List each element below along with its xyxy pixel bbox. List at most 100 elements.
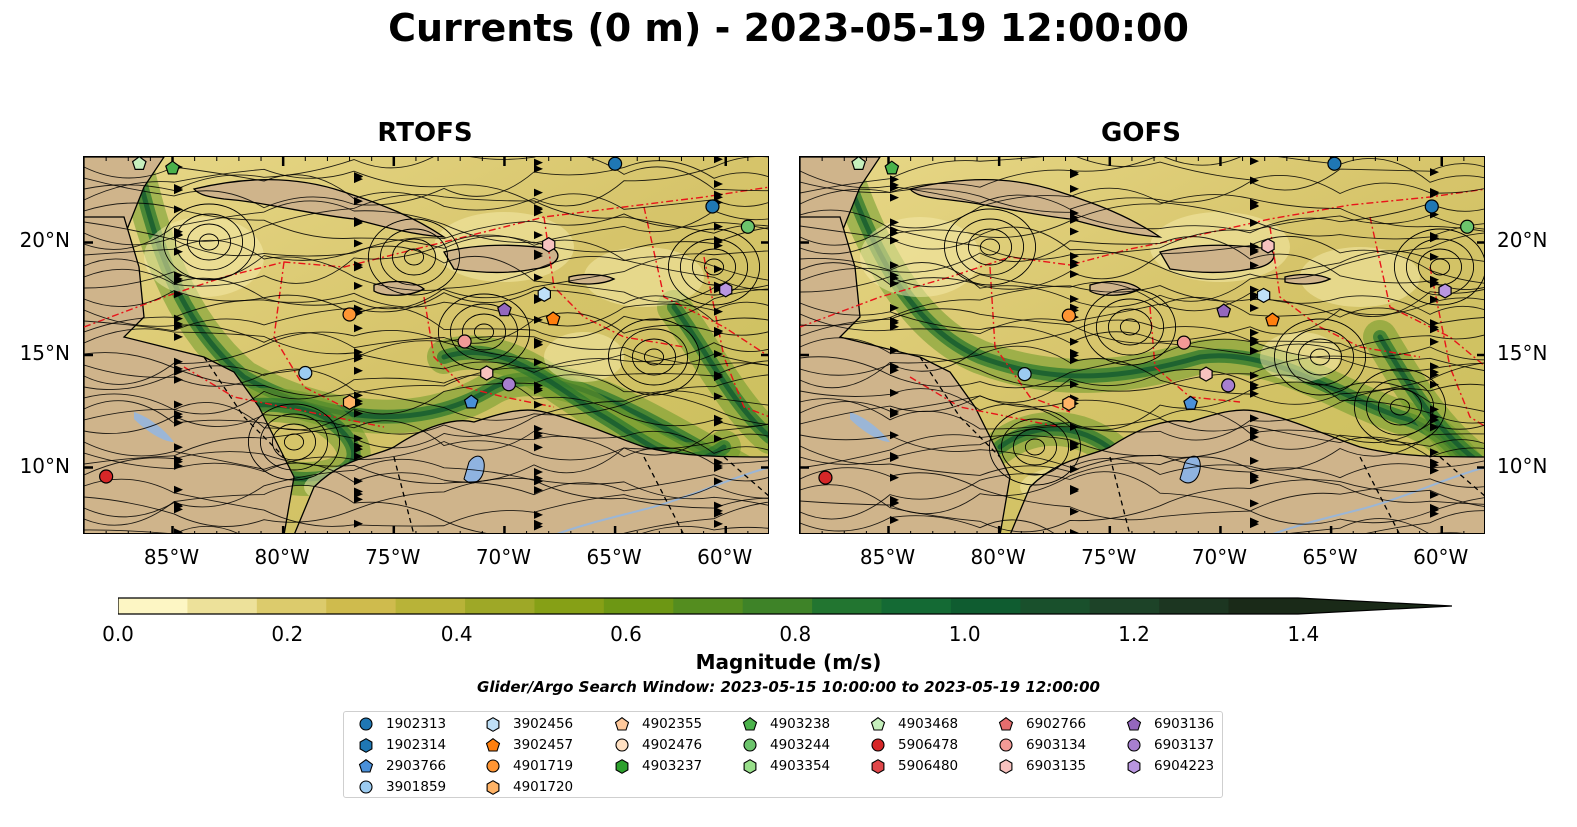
float-marker-4901720[interactable] (1062, 395, 1076, 412)
legend-item: 4903468 (868, 714, 958, 734)
lon-tick-label: 70°W (1191, 545, 1248, 569)
legend-label: 3901859 (386, 779, 447, 795)
legend-marker-icon (1127, 738, 1141, 752)
legend-item: 1902314 (356, 735, 446, 755)
float-marker-3901859[interactable] (298, 365, 313, 381)
float-marker-6904223[interactable] (1438, 283, 1452, 299)
legend-marker-icon (870, 717, 886, 731)
legend-item: 6903134 (996, 735, 1086, 755)
float-marker-2903766[interactable] (463, 394, 479, 409)
lat-tick-label: 20°N (19, 228, 70, 252)
float-marker-1902313[interactable] (1327, 157, 1342, 171)
float-marker-6903136[interactable] (497, 302, 512, 317)
legend-marker-icon (359, 717, 373, 731)
float-marker-4901720[interactable] (342, 394, 357, 410)
legend-marker-icon (359, 780, 373, 794)
float-marker-6903137[interactable] (501, 377, 516, 392)
legend-marker-icon (1126, 717, 1142, 731)
colorbar-tick-label: 1.4 (1287, 622, 1320, 646)
float-marker-6903135[interactable] (1199, 366, 1213, 382)
legend-item: 5906480 (868, 756, 958, 776)
panel-title-rtofs: RTOFS (377, 118, 473, 148)
colorbar-label: Magnitude (m/s) (695, 650, 882, 674)
lat-tick-label: 10°N (1497, 454, 1548, 478)
legend-label: 6903136 (1154, 716, 1215, 732)
float-marker-6903135[interactable] (542, 237, 556, 253)
legend-item: 6903135 (996, 756, 1086, 776)
legend-label: 6903134 (1026, 737, 1087, 753)
legend-label: 1902313 (386, 716, 447, 732)
colorbar-tick-label: 0.2 (271, 622, 304, 646)
colorbar-segment (534, 598, 605, 614)
float-marker-4903468[interactable] (851, 157, 867, 170)
legend-label: 4901719 (513, 758, 574, 774)
float-marker-6903136[interactable] (1216, 303, 1232, 318)
float-marker-6903135[interactable] (480, 365, 494, 381)
colorbar (118, 597, 1452, 615)
legend-item: 4903354 (740, 756, 830, 776)
legend-item: 4903238 (740, 714, 830, 734)
legend-marker-icon (615, 738, 629, 752)
legend-item: 4901720 (483, 777, 573, 797)
colorbar-segment (1159, 598, 1230, 614)
current-streamlines (84, 157, 768, 533)
float-marker-3902456[interactable] (1256, 287, 1271, 304)
float-marker-5906478[interactable] (99, 469, 114, 484)
colorbar-segment (812, 598, 883, 614)
lon-tick-label: 75°W (365, 545, 421, 569)
legend-marker-icon (871, 759, 885, 774)
legend-label: 3902456 (513, 716, 574, 732)
float-marker-4903468[interactable] (131, 157, 147, 170)
float-marker-6903134[interactable] (1176, 335, 1192, 350)
float-marker-3901859[interactable] (1017, 367, 1032, 382)
float-marker-3902457[interactable] (1265, 312, 1280, 327)
float-marker-4903238[interactable] (884, 160, 900, 175)
legend-label: 4902355 (642, 716, 703, 732)
float-marker-1902313[interactable] (1424, 199, 1439, 214)
lon-tick-label: 80°W (254, 545, 310, 569)
colorbar-tick-label: 0.0 (102, 622, 134, 646)
float-marker-1902313[interactable] (705, 199, 720, 214)
float-marker-5906478[interactable] (818, 470, 833, 485)
lon-tick-label: 60°W (697, 545, 753, 569)
colorbar-segment (1089, 598, 1160, 614)
float-marker-4901719[interactable] (342, 307, 357, 322)
float-marker-1902313[interactable] (607, 157, 623, 171)
float-marker-6903137[interactable] (1221, 378, 1236, 393)
legend-marker-icon (998, 717, 1014, 731)
float-marker-4903244[interactable] (740, 219, 755, 234)
legend-marker-icon (742, 717, 758, 731)
rtofs-map[interactable] (83, 156, 769, 534)
legend-item: 3901859 (356, 777, 446, 797)
float-marker-4903244[interactable] (1460, 219, 1475, 234)
legend-label: 2903766 (386, 758, 447, 774)
search-window-text: Glider/Argo Search Window: 2023-05-15 10… (477, 678, 1100, 696)
colorbar-segment (118, 598, 188, 614)
lon-tick-label: 65°W (1302, 545, 1358, 569)
legend-label: 6904223 (1154, 758, 1215, 774)
float-marker-2903766[interactable] (1183, 395, 1199, 410)
lon-tick-label: 80°W (970, 545, 1026, 569)
float-marker-3902456[interactable] (537, 286, 551, 302)
float-marker-6904223[interactable] (719, 282, 733, 298)
colorbar-segment (1020, 598, 1091, 614)
colorbar-segment (950, 598, 1021, 614)
legend-marker-icon (615, 759, 629, 774)
colorbar-segment (395, 598, 466, 614)
float-marker-4901719[interactable] (1061, 308, 1076, 323)
legend-marker-icon (485, 738, 501, 752)
float-marker-6903135[interactable] (1261, 238, 1275, 254)
float-marker-4903238[interactable] (165, 160, 180, 175)
legend-label: 4903354 (770, 758, 831, 774)
legend-label: 4901720 (513, 779, 574, 795)
legend-item: 4902476 (612, 735, 702, 755)
gofs-map[interactable] (799, 156, 1485, 534)
float-marker-3902457[interactable] (545, 311, 561, 326)
legend-item: 6902766 (996, 714, 1086, 734)
colorbar-tick-label: 0.8 (779, 622, 812, 646)
float-marker-6903134[interactable] (457, 334, 472, 349)
colorbar-segment (1228, 598, 1299, 614)
legend-marker-icon (999, 759, 1013, 774)
colorbar-segment (742, 598, 813, 614)
lon-tick-label: 75°W (1081, 545, 1137, 569)
